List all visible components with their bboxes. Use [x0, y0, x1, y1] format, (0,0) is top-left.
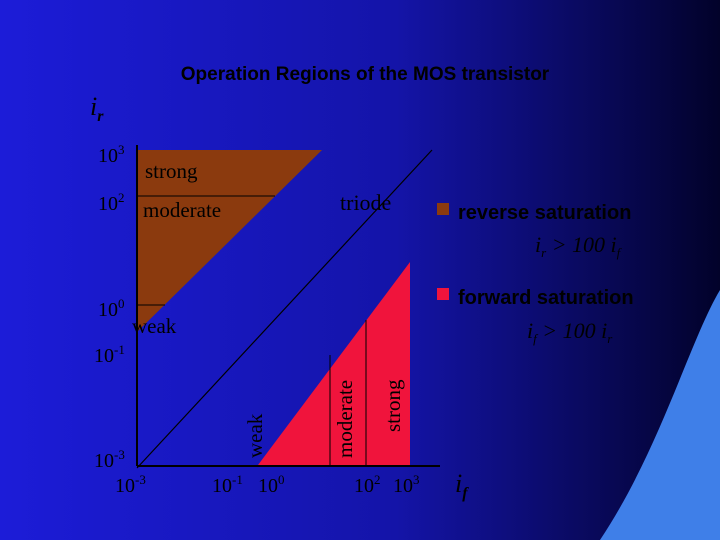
- tick: 100: [98, 296, 125, 321]
- region-labels: strong moderate weak triode weak moderat…: [132, 159, 405, 458]
- legend-swatch: [437, 288, 449, 300]
- tick: 10-1: [94, 342, 125, 367]
- tick: 10-3: [115, 472, 146, 497]
- region-label: triode: [340, 190, 391, 215]
- decor-curve: [600, 290, 720, 540]
- region-label: weak: [132, 314, 177, 338]
- legend-label: reverse saturation: [458, 202, 631, 224]
- legend-condition: if > 100 ir: [527, 318, 613, 346]
- tick: 102: [354, 472, 381, 497]
- tick: 103: [98, 142, 125, 167]
- legend-condition: ir > 100 if: [535, 232, 623, 260]
- tick: 102: [98, 190, 125, 215]
- tick: 10-1: [212, 472, 243, 497]
- region-label: moderate: [143, 198, 221, 222]
- tick: 10-3: [94, 447, 125, 472]
- region-label: strong: [381, 379, 405, 432]
- y-ticks: 103 102 100 10-1 10-3: [94, 142, 125, 472]
- x-axis-label: if: [455, 469, 469, 502]
- tick: 100: [258, 472, 285, 497]
- diagonal: [136, 149, 433, 469]
- region-label: weak: [243, 413, 267, 458]
- x-ticks: 10-3 10-1 100 102 103: [115, 472, 420, 497]
- title: Operation Regions of the MOS transistor: [181, 64, 550, 85]
- legend-swatch: [437, 203, 449, 215]
- region-label: strong: [145, 159, 198, 183]
- tick: 103: [393, 472, 420, 497]
- y-axis-label: ir: [90, 92, 104, 125]
- forward-region: [258, 262, 410, 465]
- region-label: moderate: [333, 380, 357, 458]
- legend-label: forward saturation: [458, 287, 634, 309]
